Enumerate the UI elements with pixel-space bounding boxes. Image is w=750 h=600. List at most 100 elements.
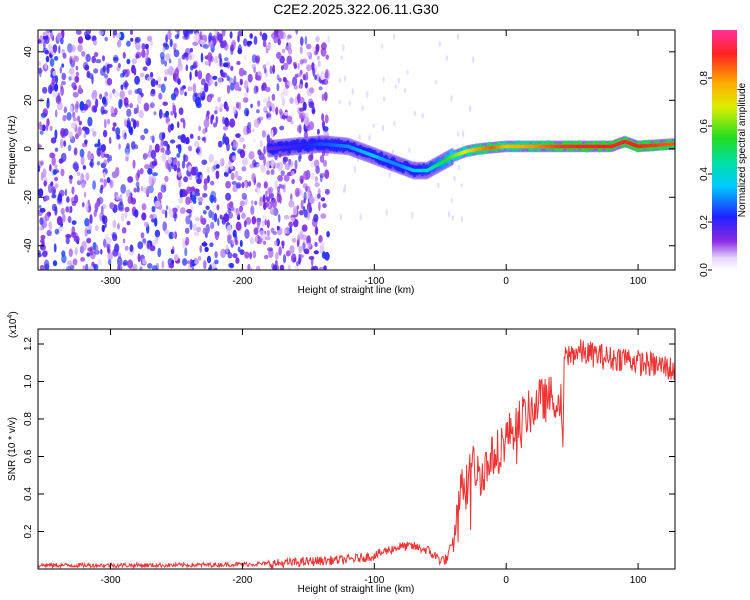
spectrogram-noise-blob [309, 87, 315, 94]
spectrogram-noise-blob [152, 172, 158, 177]
spectrogram-noise-blob [67, 144, 72, 152]
snr-x-ticks: -300 -200 -100 0 100 [101, 329, 647, 586]
spectrogram-noise-blob [317, 188, 321, 196]
spectrogram-noise-blob [152, 265, 158, 270]
spectrogram-noise-blob [184, 91, 187, 97]
spectrogram-faint-blob [339, 213, 343, 221]
spectrogram-noise-blob [192, 223, 197, 231]
spectrogram-noise-blob [38, 204, 42, 209]
x-tick-label: -300 [101, 276, 121, 287]
snr-scale-label: (x104) [7, 311, 19, 338]
spectrogram-noise-blob [86, 229, 92, 235]
spectrogram-noise-blob [320, 47, 327, 57]
snr-y-label: SNR (10 * v/v) [7, 417, 18, 481]
spectrogram-noise-blob [94, 202, 99, 212]
spectrogram-noise-blob [43, 37, 48, 43]
spectrogram-noise-blob [62, 114, 67, 122]
spectrogram-marks [38, 30, 675, 270]
snr-series-line [38, 339, 675, 569]
spectrogram-noise-blob [326, 231, 330, 238]
x-tick-label: -300 [101, 575, 121, 586]
spectrogram-noise-blob [132, 263, 138, 270]
spectrogram-noise-blob [244, 229, 250, 239]
spectrogram-noise-blob [255, 265, 261, 270]
spectrogram-noise-blob [48, 43, 53, 51]
spectrogram-noise-blob [301, 190, 304, 198]
colorbar-tick-label: 0.6 [699, 119, 710, 133]
spectrogram-noise-blob [176, 153, 181, 158]
spectrogram-noise-blob [112, 126, 116, 132]
spectrogram-noise-blob [262, 214, 267, 221]
spectrogram-noise-blob [70, 44, 76, 53]
spectrogram-noise-blob [49, 125, 53, 131]
spectrogram-noise-blob [244, 55, 248, 61]
spectrogram-noise-blob [321, 113, 324, 122]
spectrogram-noise-blob [68, 248, 73, 257]
spectrogram-noise-blob [151, 218, 155, 223]
y-tick-label: 0.2 [23, 524, 34, 538]
spectrogram-noise-blob [70, 70, 75, 81]
spectrogram-noise-blob [117, 39, 122, 48]
spectrogram-noise-blob [75, 71, 80, 77]
spectrogram-noise-blob [44, 50, 50, 55]
spectrogram-noise-blob [126, 58, 131, 65]
spectrogram-noise-blob [270, 169, 275, 175]
spectrogram-noise-blob [257, 187, 261, 195]
spectrogram-noise-blob [172, 104, 176, 114]
spectrogram-noise-blob [192, 41, 199, 47]
spectrogram-noise-blob [295, 30, 299, 35]
spectrogram-noise-blob [203, 260, 207, 270]
spectrogram-noise-blob [178, 179, 182, 188]
spectrogram-noise-blob [44, 62, 48, 70]
spectrogram-noise-blob [214, 105, 219, 112]
spectrogram-noise-blob [144, 43, 149, 50]
spectrogram-noise-blob [135, 41, 141, 51]
spectrogram-noise-blob [50, 31, 54, 40]
spectrogram-noise-blob [298, 210, 304, 216]
spectrogram-noise-blob [303, 131, 308, 139]
spectrogram-noise-blob [219, 214, 223, 220]
spectrogram-noise-blob [63, 106, 68, 114]
x-tick-label: 0 [503, 575, 509, 586]
spectrogram-noise-blob [232, 140, 239, 149]
spectrogram-noise-blob [213, 197, 217, 203]
spectrogram-noise-blob [47, 183, 52, 194]
x-tick-label: 0 [503, 276, 509, 287]
spectrogram-noise-blob [214, 81, 218, 87]
spectrogram-noise-blob [59, 66, 62, 74]
spectrogram-noise-blob [299, 46, 303, 55]
spectrogram-noise-blob [108, 136, 112, 145]
spectrogram-noise-blob [208, 209, 213, 219]
spectrogram-noise-blob [48, 221, 53, 231]
spectrogram-faint-blob [393, 33, 396, 40]
spectrogram-noise-blob [204, 82, 209, 92]
spectrogram-noise-blob [263, 240, 266, 245]
spectrogram-noise-blob [318, 86, 323, 91]
spectrogram-ridge-core [672, 142, 675, 146]
spectrogram-faint-blob [411, 211, 414, 220]
spectrogram-noise-blob [157, 192, 163, 200]
spectrogram-noise-blob [137, 241, 144, 250]
spectrogram-noise-blob [56, 216, 63, 226]
spectrogram-faint-blob [406, 70, 409, 75]
spectrogram-noise-blob [141, 43, 146, 50]
spectrogram-noise-blob [112, 54, 119, 64]
spectrogram-noise-blob [82, 265, 86, 270]
spectrogram-noise-blob [298, 97, 305, 104]
spectrogram-noise-blob [54, 147, 59, 152]
spectrogram-noise-blob [289, 245, 295, 254]
spectrogram-noise-blob [69, 105, 73, 113]
spectrogram-noise-blob [84, 218, 90, 227]
spectrogram-noise-blob [232, 253, 238, 259]
spectrogram-noise-blob [71, 186, 75, 195]
spectrogram-noise-blob [315, 35, 320, 42]
spectrogram-noise-blob [289, 198, 294, 208]
spectrogram-noise-blob [125, 152, 130, 162]
spectrogram-noise-blob [223, 213, 230, 222]
spectrogram-noise-blob [301, 234, 308, 241]
spectrogram-noise-blob [305, 71, 309, 79]
snr-panel: -300 -200 -100 0 100 0.2 0.4 0.6 0.8 1.0 1.2 Heig… [7, 311, 676, 595]
spectrogram-noise-blob [173, 43, 178, 49]
spectrogram-noise-blob [38, 124, 44, 131]
